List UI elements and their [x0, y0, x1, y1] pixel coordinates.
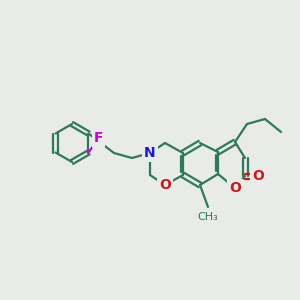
Text: CH₃: CH₃: [198, 212, 218, 222]
Text: N: N: [144, 146, 156, 160]
Text: O: O: [159, 178, 171, 192]
Text: O: O: [229, 181, 241, 195]
Text: F: F: [94, 131, 103, 146]
Text: O: O: [252, 169, 264, 183]
